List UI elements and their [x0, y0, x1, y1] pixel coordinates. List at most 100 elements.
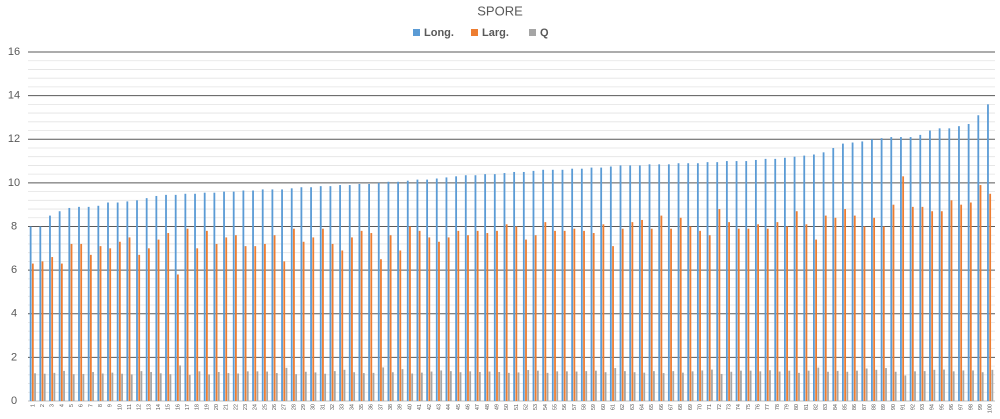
bar [406, 180, 409, 401]
bar [824, 215, 827, 401]
bar [445, 177, 448, 401]
bar [774, 158, 777, 401]
bar [921, 206, 924, 401]
bar [563, 230, 566, 401]
bar [39, 226, 42, 401]
bar [70, 243, 73, 401]
bar [546, 372, 549, 401]
bar [696, 163, 699, 401]
bar [672, 371, 675, 401]
bar [87, 206, 90, 401]
bar [776, 222, 779, 401]
x-tick-label: 92 [910, 404, 916, 410]
x-tick-label: 65 [649, 404, 655, 410]
bar [92, 371, 94, 401]
bar [478, 371, 481, 401]
x-tick-label: 93 [920, 404, 926, 410]
bar [435, 178, 438, 401]
legend-label: Long. [424, 27, 454, 39]
bar [728, 222, 730, 401]
bar [689, 226, 692, 401]
bar [571, 168, 574, 401]
x-tick-label: 1 [30, 404, 36, 407]
x-tick-label: 28 [291, 404, 297, 410]
bar [302, 241, 305, 401]
bar [281, 189, 283, 401]
x-tick-label: 67 [669, 404, 675, 410]
x-tick-label: 53 [533, 404, 539, 410]
bar [691, 371, 694, 401]
x-tick-label: 18 [195, 404, 201, 410]
bar [981, 372, 984, 401]
bar [409, 226, 411, 401]
bar [80, 243, 83, 401]
bar [217, 371, 220, 401]
bar [78, 206, 80, 401]
bar [873, 217, 876, 401]
x-tick-label: 39 [398, 404, 404, 410]
bar [580, 168, 583, 401]
bar [766, 228, 769, 401]
bar [609, 166, 612, 401]
bar [498, 371, 501, 401]
x-tick-label: 34 [349, 404, 355, 410]
bar [836, 370, 839, 401]
bar [72, 374, 75, 401]
bar [430, 371, 433, 401]
bar [621, 228, 624, 401]
bar [329, 186, 332, 401]
bar [457, 230, 460, 401]
bar [150, 371, 152, 401]
bar [215, 243, 218, 401]
bar [382, 367, 385, 401]
bar [658, 164, 661, 401]
x-tick-label: 96 [949, 404, 955, 410]
bar [754, 159, 757, 401]
x-tick-label: 98 [968, 404, 974, 410]
x-tick-label: 15 [166, 404, 172, 410]
bar [972, 370, 974, 401]
x-tick-label: 12 [137, 404, 143, 410]
bar [314, 372, 317, 401]
bar [505, 224, 508, 401]
bar [938, 128, 941, 401]
bar [929, 130, 931, 401]
x-tick-label: 55 [552, 404, 558, 410]
bar [556, 371, 559, 401]
bar [503, 173, 506, 401]
bar [188, 374, 191, 401]
bar [322, 228, 324, 401]
bar [575, 371, 578, 401]
bar [602, 224, 605, 401]
x-tick-label: 100 [988, 404, 994, 413]
chart-title: SPORE [477, 3, 523, 18]
bar [900, 137, 902, 401]
bar [885, 368, 887, 401]
bar [786, 226, 788, 401]
x-tick-label: 4 [59, 404, 65, 407]
bar [708, 235, 711, 401]
bar [863, 226, 866, 401]
bar [643, 372, 646, 401]
x-tick-label: 58 [581, 404, 587, 410]
bar [527, 370, 530, 401]
bar [525, 239, 527, 401]
bar [989, 193, 992, 401]
bar [266, 371, 269, 401]
bar [101, 373, 104, 401]
bar [300, 187, 303, 401]
x-tick-label: 42 [427, 404, 433, 410]
bar [496, 230, 498, 401]
bar [619, 165, 622, 401]
bar [952, 371, 955, 401]
bar [600, 167, 603, 401]
bar [624, 371, 626, 401]
x-tick-label: 78 [775, 404, 781, 410]
bar [882, 226, 885, 401]
bar [815, 239, 818, 401]
bar [440, 370, 443, 401]
bar [194, 193, 196, 401]
bar [256, 371, 259, 401]
x-tick-label: 13 [146, 404, 152, 410]
